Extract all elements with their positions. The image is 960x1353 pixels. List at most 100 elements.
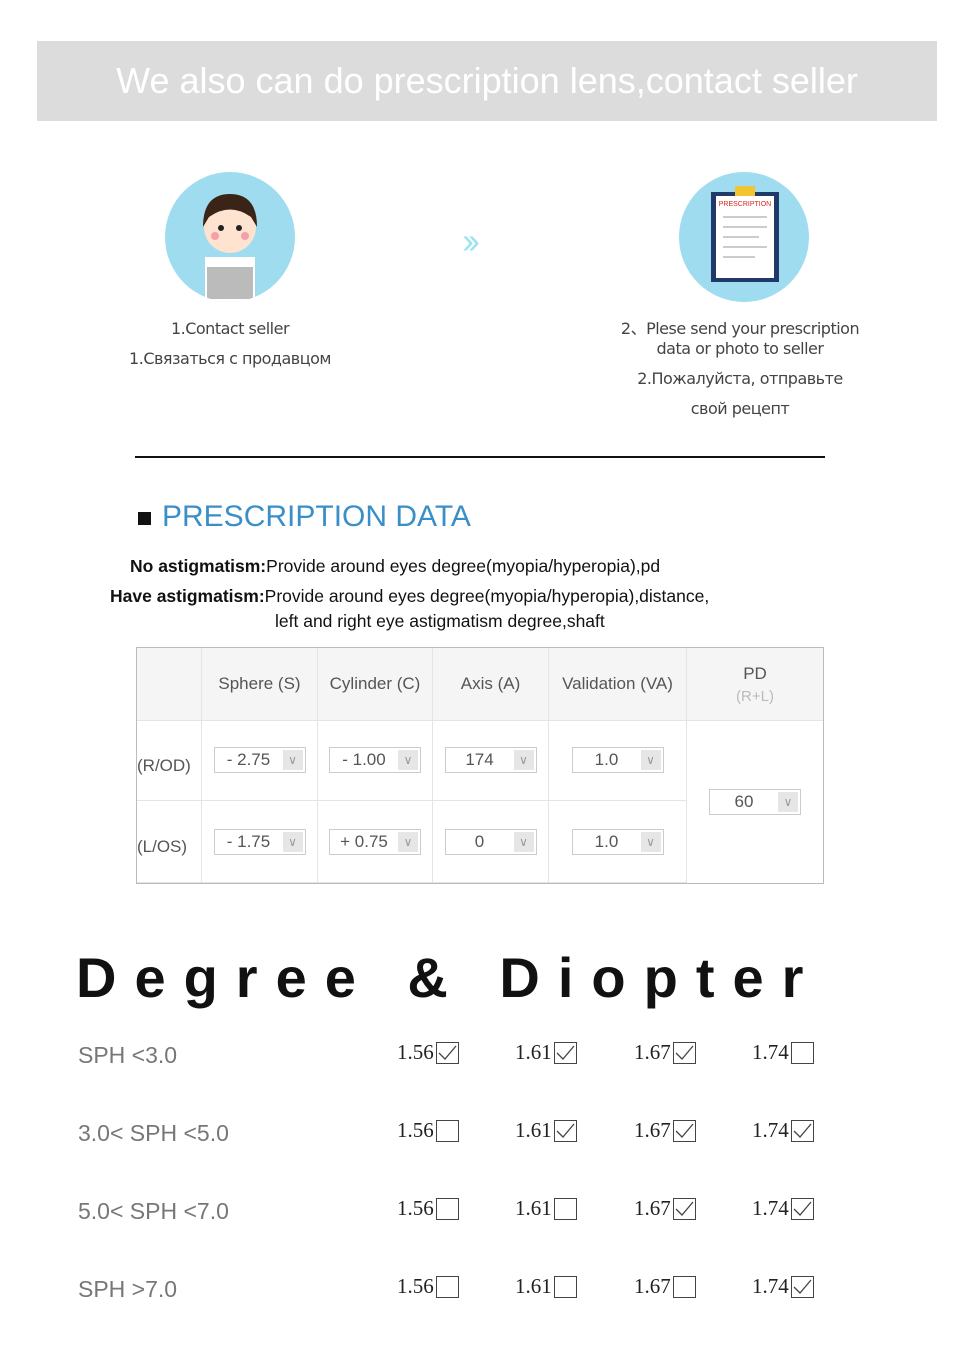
checked-checkbox-icon [672,1119,696,1142]
chevron-down-icon[interactable]: ∨ [640,832,661,852]
index-label: 1.61 [515,1118,552,1142]
index-option: 1.56 [397,1118,459,1143]
index-option: 1.74 [752,1118,814,1143]
empty-checkbox-icon [672,1275,696,1298]
chevron-down-icon[interactable]: ∨ [513,832,534,852]
column-header: Sphere (S) [202,648,318,721]
checked-checkbox-icon [790,1119,814,1142]
value-select[interactable]: + 0.75 ∨ [329,829,421,855]
index-option: 1.74 [752,1040,814,1065]
index-label: 1.61 [515,1196,552,1220]
column-header: Validation (VA) [549,648,687,721]
step-2-line: data or photo to seller [656,339,824,358]
select-value: + 0.75 [340,832,388,851]
text: Provide around eyes degree(myopia/hypero… [266,556,661,576]
header-empty [137,648,202,721]
label: Have astigmatism: [110,586,265,606]
index-label: 1.67 [634,1196,671,1220]
index-label: 1.56 [397,1040,434,1064]
index-label: 1.56 [397,1118,434,1142]
index-label: 1.61 [515,1040,552,1064]
checked-checkbox-icon [672,1041,696,1064]
checked-checkbox-icon [790,1197,814,1220]
index-label: 1.56 [397,1196,434,1220]
column-header: Axis (A) [433,648,549,721]
row-label: (L/OS) [137,801,202,883]
index-option: 1.61 [515,1196,577,1221]
section-title: PRESCRIPTION DATA [162,500,471,533]
index-label: 1.67 [634,1274,671,1298]
step-2-line: 2、Plese send your prescription [620,319,860,338]
empty-checkbox-icon [790,1041,814,1064]
prescription-table: Sphere (S) Cylinder (C) Axis (A) Validation… [136,647,824,884]
select-value: 0 [474,832,485,851]
index-option: 1.56 [397,1196,459,1221]
row-cell: - 2.75 ∨ [202,721,318,801]
value-select[interactable]: - 2.75 ∨ [213,747,306,773]
row-cell: 0 ∨ [433,801,549,883]
row-cell: 1.0 ∨ [549,721,687,801]
checked-checkbox-icon [553,1041,577,1064]
empty-checkbox-icon [553,1275,577,1298]
row-cell: + 0.75 ∨ [318,801,433,883]
chevron-down-icon[interactable]: ∨ [398,832,418,852]
row-cell: - 1.75 ∨ [202,801,318,883]
text: Provide around eyes degree(myopia/hypero… [264,586,710,606]
index-label: 1.74 [752,1118,789,1142]
square-bullet-icon [138,512,151,525]
step-2-line: свой рецепт [690,399,790,418]
prescription-document-icon: PRESCRIPTION [679,172,809,302]
index-label: 1.74 [752,1196,789,1220]
index-label: 1.61 [515,1274,552,1298]
checked-checkbox-icon [553,1119,577,1142]
banner-title: We also can do prescription lens,contact… [37,41,937,121]
row-cell: 1.0 ∨ [549,801,687,883]
value-select[interactable]: - 1.75 ∨ [213,829,306,855]
index-option: 1.61 [515,1274,577,1299]
chevron-down-icon[interactable]: ∨ [282,750,303,770]
index-option: 1.67 [634,1274,696,1299]
label: No astigmatism: [130,556,267,576]
sph-range-label: 3.0< SPH <5.0 [78,1120,229,1146]
value-select[interactable]: 174 ∨ [444,747,537,773]
chevron-down-icon[interactable]: ∨ [282,832,303,852]
row-cell: - 1.00 ∨ [318,721,433,801]
sph-range-label: SPH >7.0 [78,1276,178,1302]
select-value: 60 [734,792,754,811]
step-2-line: 2.Пожалуйста, отправьте [637,369,843,388]
index-label: 1.67 [634,1118,671,1142]
index-label: 1.56 [397,1274,434,1298]
chevron-down-icon[interactable]: ∨ [513,750,534,770]
index-option: 1.56 [397,1040,459,1065]
value-select[interactable]: 1.0 ∨ [571,747,664,773]
step-1-line: 1.Contact seller [170,319,290,338]
pd-select[interactable]: 60 ∨ [709,789,801,815]
chevron-down-icon[interactable]: ∨ [778,792,798,812]
empty-checkbox-icon [435,1275,459,1298]
index-label: 1.74 [752,1274,789,1298]
row-label: (R/OD) [137,721,202,801]
pd-cell: 60 ∨ [687,721,823,883]
double-chevron-right-icon: ›› [462,220,480,261]
index-option: 1.67 [634,1040,696,1065]
no-astigmatism-text: No astigmatism:Provide around eyes degre… [130,556,660,577]
select-value: 1.0 [594,750,619,769]
select-value: 174 [465,750,494,769]
index-option: 1.61 [515,1118,577,1143]
pd-header: PD (R+L) [687,648,823,721]
chevron-down-icon[interactable]: ∨ [398,750,418,770]
checked-checkbox-icon [435,1041,459,1064]
prescription-label: PRESCRIPTION [719,201,772,208]
value-select[interactable]: 1.0 ∨ [571,829,664,855]
chevron-down-icon[interactable]: ∨ [640,750,661,770]
index-option: 1.67 [634,1118,696,1143]
value-select[interactable]: 0 ∨ [444,829,537,855]
index-option: 1.74 [752,1196,814,1221]
pd-label: PD [743,663,767,683]
select-value: - 1.75 [226,832,271,851]
step-1-line: 1.Связаться с продавцом [129,349,331,368]
sph-range-label: 5.0< SPH <7.0 [78,1198,229,1224]
checked-checkbox-icon [790,1275,814,1298]
pd-sublabel: (R+L) [736,687,774,705]
value-select[interactable]: - 1.00 ∨ [329,747,421,773]
